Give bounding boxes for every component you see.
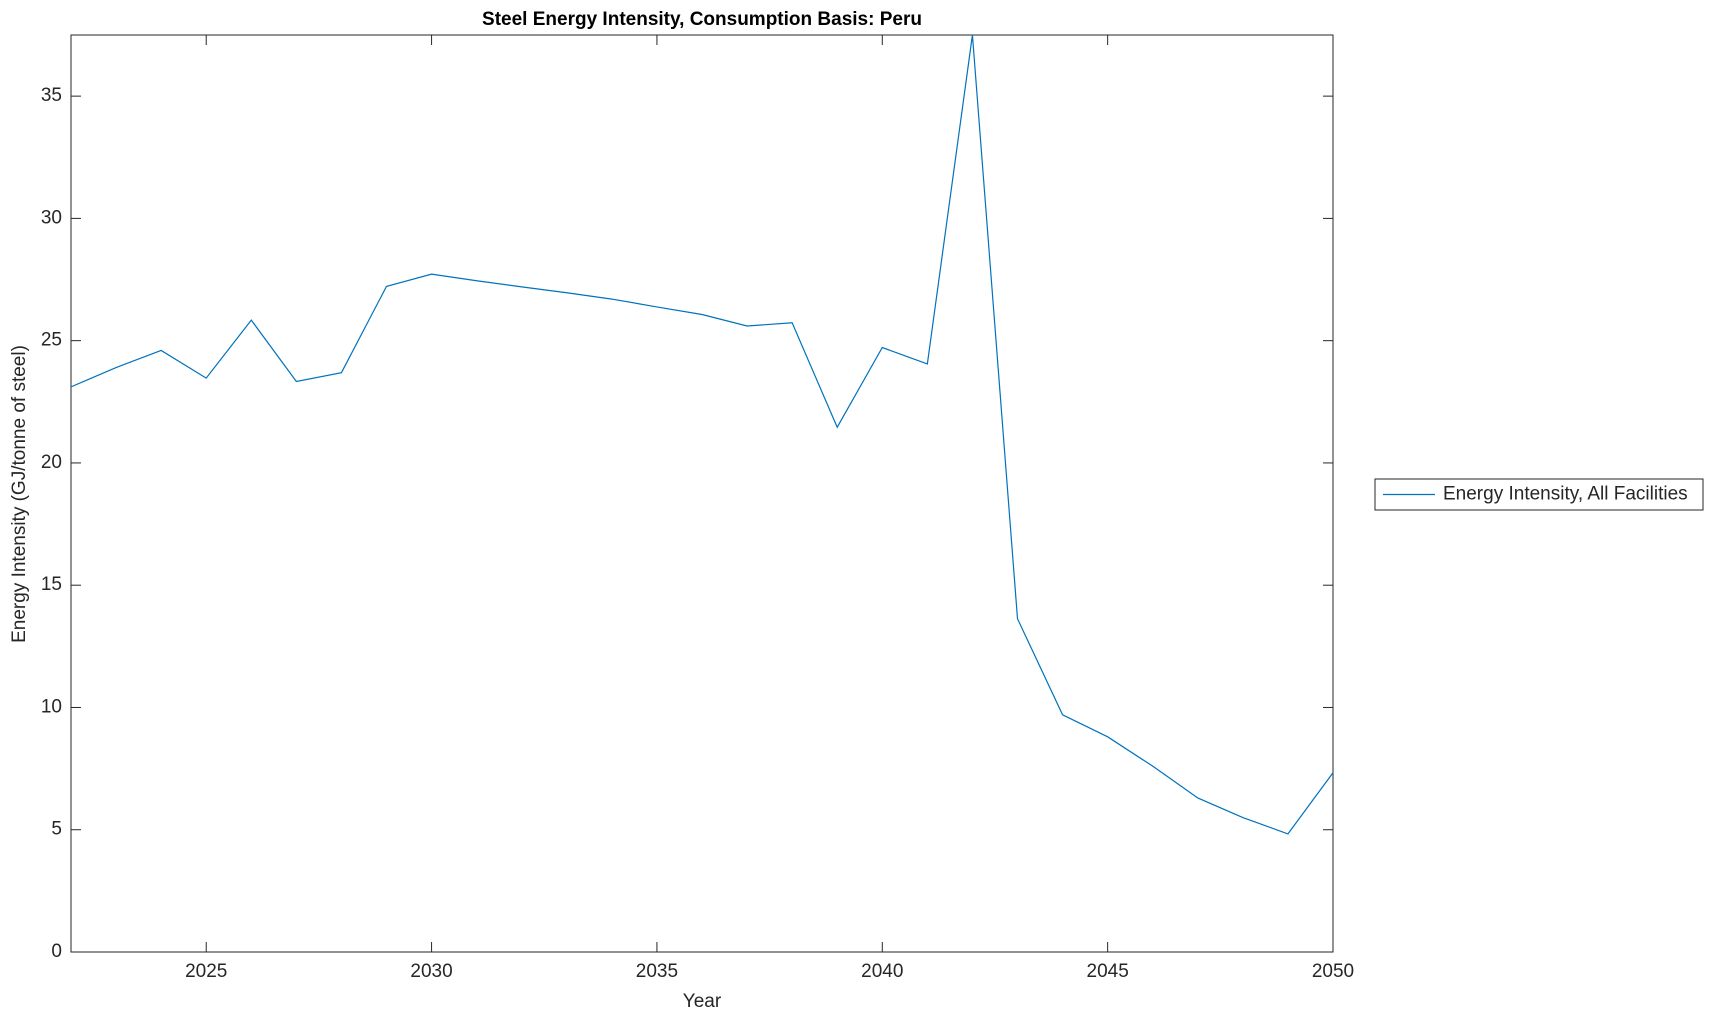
y-tick-label: 10 bbox=[41, 696, 62, 717]
y-tick-label: 20 bbox=[41, 452, 62, 473]
y-tick-label: 35 bbox=[41, 85, 62, 106]
y-tick-label: 0 bbox=[51, 941, 62, 962]
y-tick-label: 30 bbox=[41, 207, 62, 228]
x-tick-label: 2050 bbox=[1312, 961, 1354, 982]
x-tick-label: 2045 bbox=[1087, 961, 1129, 982]
x-tick-label: 2030 bbox=[410, 961, 452, 982]
x-axis-label: Year bbox=[683, 991, 722, 1012]
data-line bbox=[70, 34, 1334, 835]
y-axis-label: Energy Intensity (GJ/tonne of steel) bbox=[9, 345, 30, 643]
legend-label: Energy Intensity, All Facilities bbox=[1443, 484, 1688, 505]
plot-frame bbox=[70, 34, 1334, 953]
y-tick-label: 5 bbox=[51, 819, 62, 840]
y-tick-label: 25 bbox=[41, 330, 62, 351]
x-tick-label: 2035 bbox=[636, 961, 678, 982]
y-tick-label: 15 bbox=[41, 574, 62, 595]
chart-title: Steel Energy Intensity, Consumption Basi… bbox=[482, 9, 922, 30]
x-tick-label: 2040 bbox=[861, 961, 903, 982]
x-tick-label: 2025 bbox=[185, 961, 227, 982]
